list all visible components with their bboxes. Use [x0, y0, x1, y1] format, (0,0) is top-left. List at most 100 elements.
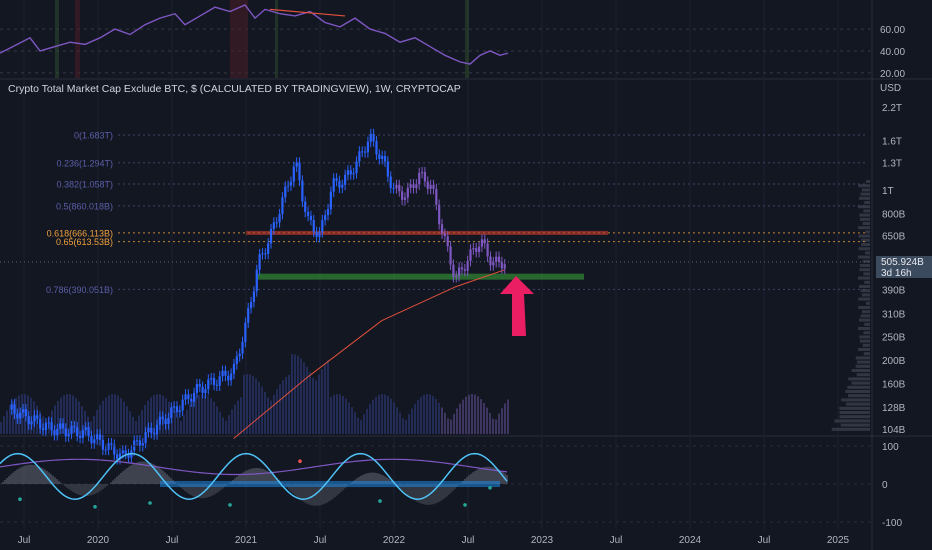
candle-body	[284, 186, 287, 198]
volume-bar	[303, 362, 305, 434]
candle-body	[87, 427, 90, 436]
candle-body	[53, 430, 56, 436]
fib-level-label: 0.5(860.018B)	[56, 201, 113, 211]
volume-bar	[267, 397, 269, 434]
osc-histogram-bar	[358, 476, 360, 484]
moving-average-line	[233, 269, 506, 439]
volume-bar	[225, 420, 227, 434]
osc-histogram-bar	[450, 484, 452, 493]
volume-profile-bar	[858, 297, 870, 301]
osc-histogram-bar	[436, 484, 438, 503]
osc-histogram-bar	[294, 484, 296, 496]
candle-body	[358, 151, 361, 162]
volume-bar	[27, 395, 29, 434]
osc-signal-line	[0, 458, 508, 476]
volume-bar	[120, 398, 122, 434]
osc-histogram-bar	[328, 484, 330, 502]
candle-body	[50, 422, 53, 431]
osc-histogram-bar	[200, 484, 202, 499]
candle-body	[261, 253, 264, 255]
osc-histogram-bar	[318, 484, 320, 506]
volume-bar	[306, 366, 308, 434]
x-tick-label: 2024	[679, 535, 702, 546]
candle-body	[98, 434, 102, 440]
volume-profile-bar	[858, 327, 870, 330]
volume-bar	[291, 354, 293, 434]
candle-body	[412, 184, 415, 189]
osc-histogram-bar	[418, 484, 420, 503]
candle-body	[346, 170, 350, 175]
osc-histogram-bar	[260, 468, 262, 484]
osc-histogram-bar	[488, 466, 490, 484]
volume-profile-bar	[840, 423, 870, 427]
volume-bar	[9, 405, 11, 434]
candle-body	[164, 419, 167, 425]
osc-histogram-bar	[468, 475, 470, 484]
candle-body	[492, 262, 495, 266]
candle-body	[463, 269, 466, 271]
volume-profile-bar	[861, 238, 870, 242]
osc-histogram-bar	[434, 484, 436, 504]
candle-body	[175, 406, 179, 413]
candle-body	[460, 267, 464, 270]
osc-histogram-bar	[298, 484, 300, 499]
osc-histogram-bar	[152, 463, 154, 484]
volume-bar	[237, 400, 239, 434]
osc-histogram-bar	[2, 481, 4, 484]
x-tick-label: 2020	[87, 535, 110, 546]
candle-body	[500, 261, 503, 269]
osc-histogram-bar	[216, 484, 218, 493]
osc-histogram-bar	[220, 484, 222, 491]
candle-body	[315, 231, 318, 237]
volume-bar	[135, 421, 137, 434]
candle-body	[113, 444, 116, 455]
osc-histogram-bar	[502, 472, 504, 484]
osc-histogram-bar	[10, 474, 12, 484]
price-tick-label: 310B	[882, 310, 906, 321]
osc-histogram-bar	[452, 484, 454, 491]
osc-histogram-bar	[18, 468, 20, 484]
osc-histogram-bar	[486, 466, 488, 484]
osc-histogram-bar	[412, 484, 414, 500]
volume-bar	[396, 407, 398, 434]
candle-body	[255, 269, 258, 292]
osc-histogram-bar	[336, 484, 338, 496]
volume-bar	[12, 401, 14, 434]
candle-body	[344, 174, 347, 185]
fib-level-label: 0.382(1.058T)	[56, 180, 113, 190]
volume-bar	[288, 374, 290, 434]
price-tick-label: 650B	[882, 231, 906, 242]
candle-body	[443, 233, 446, 237]
volume-profile-bar	[861, 310, 870, 314]
osc-histogram-bar	[214, 484, 216, 495]
candle-body	[446, 236, 449, 247]
osc-histogram-bar	[424, 484, 426, 505]
osc-histogram-bar	[494, 467, 496, 484]
candle-body	[227, 375, 230, 381]
volume-bar	[297, 355, 299, 434]
volume-bar	[255, 378, 257, 434]
candle-body	[204, 389, 207, 394]
price-panel[interactable]: 0(1.683T) 0.236(1.294T) 0.382(1.058T) 0.5(8…	[0, 128, 872, 465]
osc-histogram-bar	[270, 473, 272, 484]
osc-histogram-bar	[50, 474, 52, 484]
osc-histogram-bar	[112, 480, 114, 484]
volume-profile-bar	[862, 222, 870, 225]
volume-bar	[90, 421, 92, 434]
osc-histogram-bar	[68, 484, 70, 490]
candle-body	[39, 418, 42, 429]
volume-bar	[150, 397, 152, 434]
volume-profile-bar	[858, 205, 870, 209]
osc-histogram-bar	[196, 484, 198, 498]
osc-histogram-bar	[446, 484, 448, 497]
fib-level-label: 0(1.683T)	[74, 131, 113, 141]
candle-body	[244, 322, 247, 342]
candle-body	[116, 454, 119, 460]
x-tick-label: 2022	[383, 535, 406, 546]
volume-bar	[327, 360, 329, 434]
volume-bar	[342, 395, 344, 434]
volume-bar	[81, 405, 83, 434]
candle-body	[321, 220, 324, 233]
volume-profile-bar	[834, 419, 870, 423]
